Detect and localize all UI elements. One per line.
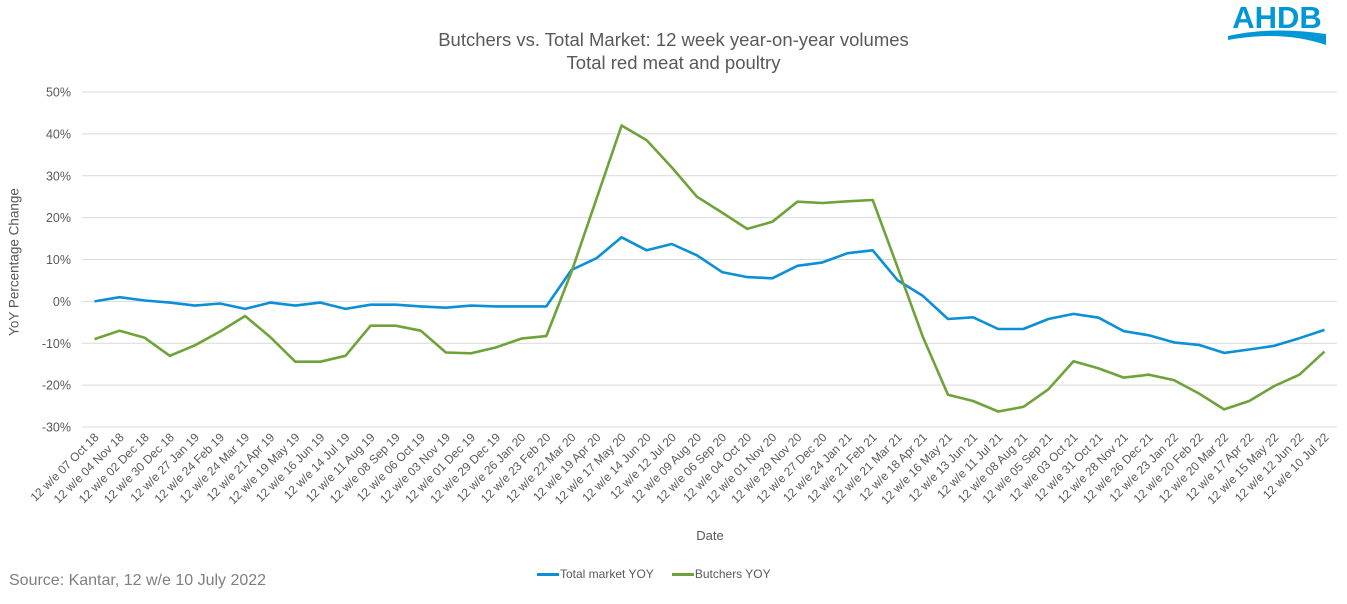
chart-title-line1: Butchers vs. Total Market: 12 week year-…: [438, 29, 909, 50]
logo-text: AHDB: [1232, 0, 1322, 35]
y-tick-label: 30%: [46, 169, 71, 183]
series-total-market-line: [94, 236, 1325, 355]
series-butchers-line: [94, 124, 1326, 413]
y-tick-label: 20%: [46, 211, 71, 225]
chart-title: Butchers vs. Total Market: 12 week year-…: [0, 28, 1347, 74]
chart-subtitle: Total red meat and poultry: [566, 52, 781, 73]
legend-item-total-market: Total market YOY: [537, 567, 654, 581]
ahdb-logo: AHDB: [1228, 0, 1326, 45]
y-tick-label: 40%: [46, 127, 71, 141]
y-tick-label: -20%: [42, 379, 71, 393]
y-tick-label: 0%: [53, 295, 71, 309]
y-tick-label: 50%: [46, 86, 71, 100]
logo-wave-icon: [1228, 30, 1326, 45]
chart-legend: Total market YOY Butchers YOY: [537, 567, 789, 581]
source-note: Source: Kantar, 12 w/e 10 July 2022: [9, 572, 267, 589]
legend-item-butchers: Butchers YOY: [671, 567, 771, 581]
legend-swatch-total-market: [537, 572, 559, 576]
y-tick-label: -10%: [42, 337, 71, 351]
legend-swatch-butchers: [671, 572, 694, 576]
x-axis-label: Date: [696, 528, 724, 543]
y-tick-label: -30%: [42, 421, 71, 435]
y-tick-label: 10%: [46, 253, 71, 267]
legend-label-butchers: Butchers YOY: [694, 567, 771, 581]
legend-label-total-market: Total market YOY: [560, 567, 654, 581]
